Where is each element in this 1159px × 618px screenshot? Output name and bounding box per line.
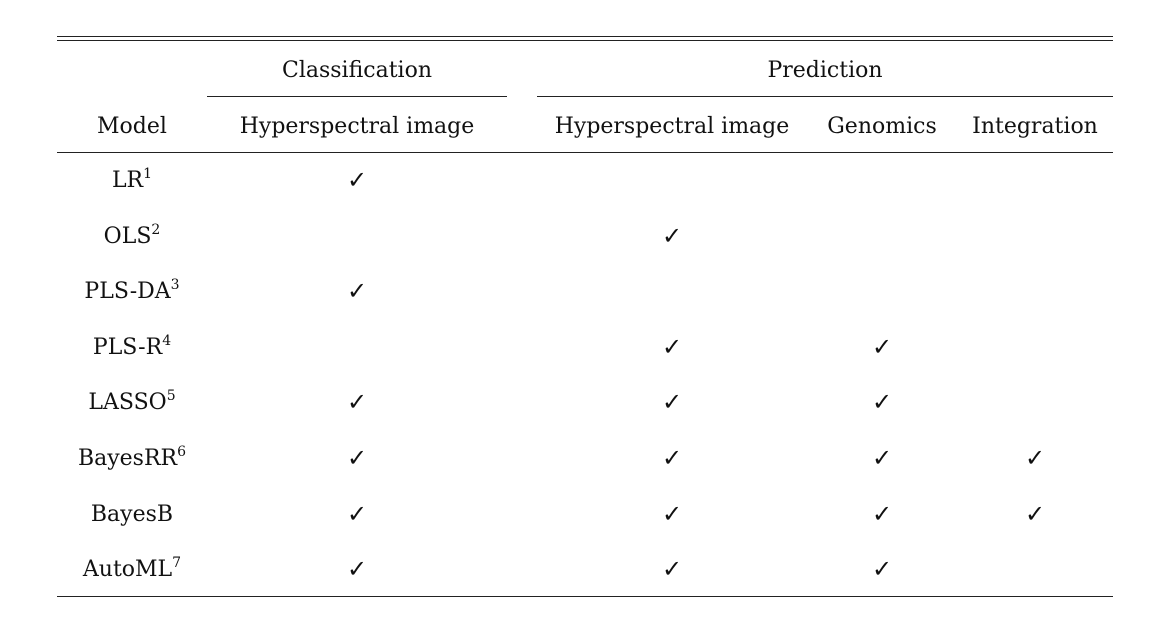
top-rule-second [57,40,1113,41]
header-model: Model [97,114,167,139]
model-name: BayesB [90,501,174,527]
table-row: AutoML7 ✓ ✓ ✓ [57,542,1113,598]
prediction-underline [537,96,1113,97]
model-name: BayesRR6 [77,443,187,471]
check-mark: ✓ [346,277,368,306]
model-name: AutoML7 [82,555,182,583]
header-pred-hyperspectral: Hyperspectral image [554,114,790,139]
check-mark: ✓ [661,555,683,584]
check-mark: ✓ [346,443,368,472]
model-name: PLS-DA3 [84,277,180,305]
top-rule [57,36,1113,37]
header-rule [57,152,1113,153]
bottom-rule [57,596,1113,597]
table-body: LR1 ✓ OLS2 ✓ PLS-DA3 ✓ PLS-R4 ✓ ✓ [57,153,1113,598]
group-header-row: Classification Prediction [57,58,1113,88]
model-name: PLS-R4 [92,332,172,360]
table-row: BayesRR6 ✓ ✓ ✓ ✓ [57,431,1113,487]
check-mark: ✓ [346,166,368,194]
group-classification: Classification [281,58,432,83]
check-mark: ✓ [661,221,683,250]
classification-underline [207,96,507,97]
check-mark: ✓ [661,443,683,472]
model-name: LASSO5 [88,388,176,416]
check-mark: ✓ [1024,443,1046,472]
check-mark: ✓ [346,388,368,417]
model-name: OLS2 [103,221,161,249]
table-row: BayesB ✓ ✓ ✓ ✓ [57,487,1113,543]
column-header-row: Model Hyperspectral image Hyperspectral … [57,114,1113,144]
check-mark: ✓ [661,332,683,361]
check-mark: ✓ [871,332,893,361]
model-name: LR1 [111,166,153,193]
check-mark: ✓ [1024,499,1046,528]
table-row: PLS-R4 ✓ ✓ [57,320,1113,376]
check-mark: ✓ [871,555,893,584]
header-pred-integration: Integration [972,114,1098,139]
check-mark: ✓ [871,499,893,528]
header-pred-genomics: Genomics [827,114,937,139]
table-row: OLS2 ✓ [57,209,1113,265]
check-mark: ✓ [346,499,368,528]
table-row: PLS-DA3 ✓ [57,264,1113,320]
check-mark: ✓ [346,555,368,584]
check-mark: ✓ [661,388,683,417]
check-mark: ✓ [871,443,893,472]
group-prediction: Prediction [767,58,883,83]
table-row: LASSO5 ✓ ✓ ✓ [57,375,1113,431]
check-mark: ✓ [871,388,893,417]
header-class-hyperspectral: Hyperspectral image [239,114,475,139]
table-row: LR1 ✓ [57,153,1113,209]
check-mark: ✓ [661,499,683,528]
